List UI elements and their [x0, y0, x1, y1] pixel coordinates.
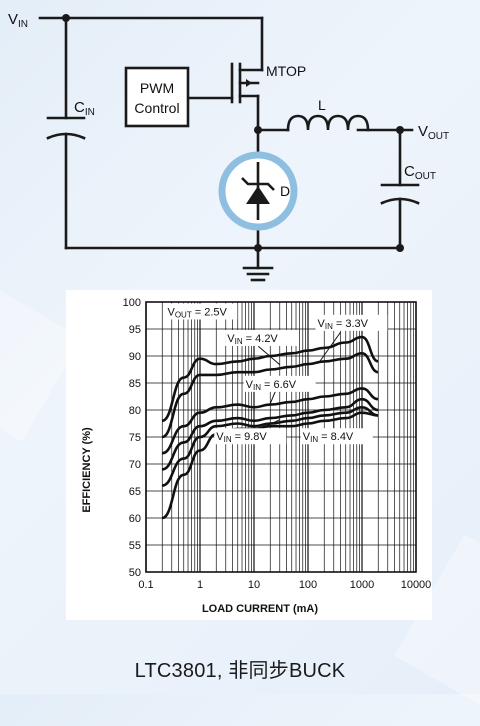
x-tick-label: 1	[197, 579, 203, 591]
annotation-label: VIN = 6.6V	[246, 379, 297, 392]
junction-dot	[254, 126, 262, 134]
x-tick-label: 10	[248, 579, 260, 591]
y-tick-label: 55	[129, 540, 141, 552]
efficiency-chart: 50 55 60 65 70 75 80 85 90 95 100 0.1 1 10 100 1000 1000…	[66, 290, 432, 620]
mtop-label: MTOP	[266, 63, 306, 79]
pwm-control-box	[124, 66, 190, 128]
y-tick-label: 50	[129, 567, 141, 579]
cin-label: CIN	[74, 99, 95, 118]
y-tick-label: 60	[129, 513, 141, 525]
y-tick-label: 75	[129, 432, 141, 444]
junction-dot	[396, 126, 404, 134]
junction-dot	[396, 244, 404, 252]
annotation-label: VOUT = 2.5V	[167, 307, 227, 320]
control-label: Control	[134, 100, 179, 116]
buck-converter-schematic: PWM Control D VIN CIN MTOP L VOUT COUT	[8, 11, 449, 282]
diode-symbol	[246, 186, 270, 204]
figure-caption: LTC3801, 非同步BUCK	[134, 660, 346, 682]
junction-dot	[254, 244, 262, 252]
y-tick-label: 70	[129, 459, 141, 471]
pwm-label: PWM	[140, 80, 174, 96]
annotation-background	[243, 375, 316, 392]
vin-label: VIN	[8, 11, 28, 30]
series-line	[161, 405, 379, 487]
y-tick-label: 95	[129, 324, 141, 336]
diode-cathode	[241, 177, 275, 191]
inductor-coil	[286, 114, 370, 132]
x-tick-label: 100	[299, 579, 317, 591]
annotation-leader	[318, 331, 341, 363]
chart-ticks: 50 55 60 65 70 75 80 85 90 95 100 0.1 1 10 100 1000 1000…	[123, 297, 432, 591]
x-tick-label: 10000	[401, 579, 432, 591]
series-line	[161, 411, 379, 520]
mosfet-arrow	[246, 79, 252, 87]
vout-label: VOUT	[418, 123, 449, 142]
y-tick-label: 100	[123, 297, 141, 309]
annotation-leader	[257, 345, 281, 366]
x-tick-label: 1000	[350, 579, 374, 591]
x-tick-label: 0.1	[138, 579, 153, 591]
annotation-label: VIN = 3.3V	[318, 318, 369, 331]
series-line	[161, 397, 379, 471]
series-line	[161, 351, 379, 439]
series-line	[161, 387, 379, 455]
y-tick-label: 85	[129, 378, 141, 390]
x-axis-label: LOAD CURRENT (mA)	[202, 603, 318, 615]
annotation-background	[300, 428, 373, 445]
cout-plate-curved	[380, 197, 420, 205]
annotation-background	[225, 329, 298, 346]
cout-label: COUT	[404, 163, 436, 182]
inductor-label: L	[318, 97, 326, 113]
annotation-background	[214, 428, 287, 445]
y-tick-label: 65	[129, 486, 141, 498]
annotation-label: VIN = 4.2V	[227, 333, 278, 346]
annotation-label: VIN = 8.4V	[303, 431, 354, 444]
y-tick-label: 90	[129, 351, 141, 363]
annotation-background	[315, 314, 388, 331]
annotation-background	[165, 303, 238, 320]
diode-label: D	[280, 183, 290, 199]
cin-plate-curved	[46, 132, 86, 140]
y-tick-label: 80	[129, 405, 141, 417]
y-axis-label: EFFICIENCY (%)	[81, 427, 93, 513]
junction-dot	[62, 14, 70, 22]
annotation-label: VIN = 9.8V	[216, 431, 267, 444]
